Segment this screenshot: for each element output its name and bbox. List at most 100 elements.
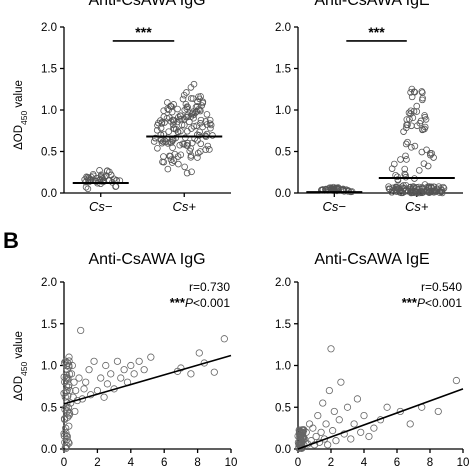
data-point — [195, 132, 203, 139]
data-point — [190, 114, 197, 122]
data-point — [312, 432, 320, 441]
data-point — [190, 80, 198, 88]
data-point — [130, 370, 138, 378]
data-point — [60, 359, 69, 367]
panel-a-ige-title: Anti-CsAWA IgE — [314, 0, 429, 9]
y-tick-label: 0.0 — [41, 444, 57, 456]
data-point — [80, 385, 88, 393]
y-tick-label: 0.5 — [275, 402, 291, 414]
data-point — [101, 174, 108, 181]
data-point — [295, 426, 303, 434]
y-tick-label: 0.5 — [41, 402, 57, 414]
data-point — [413, 122, 421, 130]
data-point — [402, 124, 410, 132]
panel-b-igg-scatter: Anti-CsAWA IgG ΔOD450 value 0.0 0.5 1.0 1.5… — [13, 251, 237, 469]
data-point — [107, 370, 115, 378]
x-tick-label: 0 — [295, 457, 301, 469]
data-point — [357, 428, 365, 436]
data-point — [440, 184, 448, 192]
panel-b-y-axis-label: ΔOD450 value — [13, 331, 29, 401]
significance-stars: *** — [402, 295, 418, 310]
data-point — [410, 88, 418, 96]
data-point — [319, 399, 327, 407]
data-point — [189, 95, 197, 102]
data-point — [194, 103, 201, 110]
data-point — [170, 157, 178, 164]
data-point — [106, 168, 113, 176]
data-point — [404, 138, 411, 146]
panel-b-ige-title: Anti-CsAWA IgE — [314, 251, 429, 268]
x-tick-label: 4 — [128, 457, 135, 469]
data-point — [353, 395, 361, 403]
data-point — [324, 441, 332, 449]
data-point — [177, 364, 185, 372]
data-point — [82, 183, 90, 191]
data-point — [397, 156, 404, 163]
data-point — [166, 114, 173, 122]
data-point — [401, 165, 409, 173]
data-point — [411, 88, 419, 96]
data-point — [365, 432, 373, 441]
x-tick-label: 6 — [161, 457, 167, 469]
data-point — [107, 171, 115, 179]
panel-a-ige-dotplot: Anti-CsAWA IgE 0.0 0.5 1.0 1.5 2.0 Cs− Cs+ *** — [275, 0, 463, 214]
y-tick-label: 1.0 — [41, 105, 57, 117]
data-point — [325, 386, 333, 395]
panel-b-ige-scatter: Anti-CsAWA IgE 0.0 0.5 1.0 1.5 2.0 0 2 4 6 8 10 r=0… — [275, 251, 469, 469]
y-tick-label: 1.0 — [275, 105, 291, 117]
data-point — [421, 113, 429, 121]
data-point — [65, 439, 73, 447]
y-tick-label: 1.0 — [41, 361, 57, 373]
y-tick-label: 1.5 — [275, 319, 291, 331]
data-point — [202, 146, 210, 153]
p-threshold: <0.001 — [425, 296, 462, 310]
x-tick-label: 2 — [94, 457, 100, 469]
data-point — [177, 115, 185, 123]
data-point — [158, 119, 166, 126]
x-tick-label: 8 — [427, 457, 433, 469]
y-tick-label: 1.5 — [275, 64, 291, 76]
data-point — [181, 163, 188, 171]
p-label: P — [185, 296, 193, 310]
x-tick-label: 10 — [225, 457, 238, 469]
data-point — [332, 437, 340, 445]
data-point — [426, 150, 434, 157]
data-point — [195, 349, 203, 357]
data-point — [206, 146, 213, 153]
p-value: ***P<0.001 — [170, 295, 231, 310]
data-point — [97, 374, 105, 382]
data-point — [64, 383, 73, 391]
data-point — [203, 111, 211, 118]
data-point — [167, 103, 175, 110]
data-point — [62, 371, 71, 379]
data-point — [415, 167, 423, 174]
data-point — [190, 111, 198, 118]
data-point — [419, 96, 426, 104]
data-point — [430, 154, 437, 161]
data-point — [329, 427, 337, 435]
data-point — [396, 407, 404, 416]
data-point — [333, 187, 341, 195]
data-point — [196, 95, 203, 103]
r-value: r=0.730 — [189, 280, 230, 294]
data-point — [194, 149, 202, 157]
data-point — [160, 158, 168, 166]
data-point — [452, 376, 460, 385]
x-tick-label: 8 — [194, 457, 200, 469]
data-point — [407, 107, 415, 115]
data-point — [405, 109, 413, 117]
data-point — [188, 168, 195, 176]
data-point — [403, 116, 411, 123]
data-point — [406, 420, 414, 428]
data-point — [194, 154, 201, 161]
data-point — [150, 138, 158, 145]
data-point — [392, 183, 400, 191]
y-tick-label: 0.5 — [275, 147, 291, 159]
data-point — [330, 407, 338, 416]
data-point — [102, 361, 110, 370]
data-point — [343, 403, 352, 411]
data-point — [96, 167, 103, 174]
data-point — [154, 122, 161, 129]
data-point — [77, 326, 85, 335]
